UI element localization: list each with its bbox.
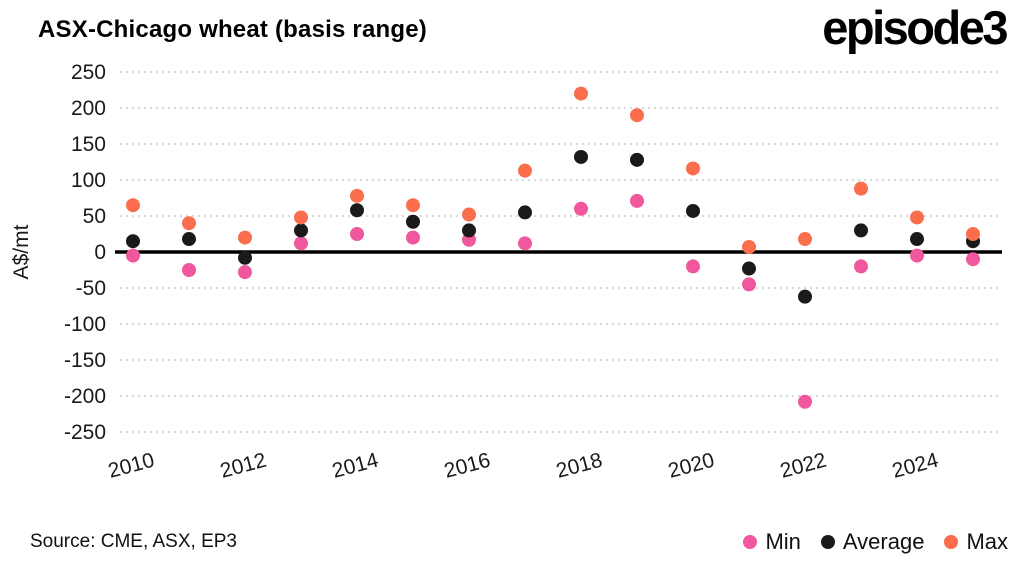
legend-item-average[interactable]: Average xyxy=(820,529,925,555)
point-average[interactable] xyxy=(686,203,700,218)
point-average[interactable] xyxy=(238,250,252,265)
min-dot-icon xyxy=(743,535,758,549)
point-max[interactable] xyxy=(966,227,980,241)
point-max[interactable] xyxy=(350,188,364,203)
point-min[interactable] xyxy=(742,277,756,292)
average-dot-icon xyxy=(820,535,835,549)
legend-item-max[interactable]: Max xyxy=(944,529,1008,555)
y-tick-label: -250 xyxy=(64,421,106,444)
point-max[interactable] xyxy=(742,239,756,254)
point-average[interactable] xyxy=(574,149,588,164)
y-axis-label: A$/mt xyxy=(10,224,33,279)
point-average[interactable] xyxy=(798,289,812,304)
legend-label-min: Min xyxy=(765,529,801,554)
point-max[interactable] xyxy=(238,230,252,245)
point-min[interactable] xyxy=(182,263,196,277)
point-average[interactable] xyxy=(462,223,476,238)
y-tick-label: -100 xyxy=(64,313,106,336)
point-max[interactable] xyxy=(406,198,420,213)
legend-label-max: Max xyxy=(966,529,1008,554)
x-tick-label: 2012 xyxy=(218,449,269,483)
point-min[interactable] xyxy=(966,252,980,267)
y-tick-label: -200 xyxy=(64,385,106,408)
point-average[interactable] xyxy=(350,203,364,218)
chart-title: ASX-Chicago wheat (basis range) xyxy=(38,16,427,43)
point-max[interactable] xyxy=(462,207,476,222)
x-tick-label: 2022 xyxy=(778,449,829,483)
y-tick-label: 150 xyxy=(71,133,106,156)
point-max[interactable] xyxy=(686,161,700,176)
point-max[interactable] xyxy=(630,108,644,123)
x-tick-label: 2014 xyxy=(330,448,381,482)
point-average[interactable] xyxy=(854,223,868,238)
point-max[interactable] xyxy=(518,163,532,178)
point-min[interactable] xyxy=(798,394,812,409)
x-tick-label: 2018 xyxy=(554,449,605,483)
point-max[interactable] xyxy=(910,210,924,225)
point-max[interactable] xyxy=(182,216,196,231)
y-tick-label: -150 xyxy=(64,349,106,372)
point-min[interactable] xyxy=(350,227,364,241)
point-min[interactable] xyxy=(238,265,252,280)
legend-item-min[interactable]: Min xyxy=(743,529,801,555)
point-min[interactable] xyxy=(854,259,868,274)
point-max[interactable] xyxy=(854,181,868,196)
legend-label-average: Average xyxy=(842,529,925,554)
legend: Min Average Max xyxy=(743,529,1008,555)
point-max[interactable] xyxy=(126,198,140,213)
x-tick-label: 2024 xyxy=(890,448,941,482)
x-tick-label: 2020 xyxy=(666,449,717,483)
point-average[interactable] xyxy=(182,232,196,247)
point-max[interactable] xyxy=(574,86,588,101)
point-average[interactable] xyxy=(406,214,420,229)
point-average[interactable] xyxy=(910,232,924,247)
point-min[interactable] xyxy=(126,248,140,263)
y-tick-label: 0 xyxy=(94,241,106,264)
y-tick-label: 250 xyxy=(71,61,106,84)
point-min[interactable] xyxy=(406,230,420,245)
point-average[interactable] xyxy=(294,223,308,238)
point-average[interactable] xyxy=(742,261,756,276)
y-tick-label: 100 xyxy=(71,169,106,192)
max-dot-icon xyxy=(944,535,959,549)
point-min[interactable] xyxy=(630,193,644,208)
point-average[interactable] xyxy=(630,152,644,167)
point-max[interactable] xyxy=(294,210,308,225)
point-max[interactable] xyxy=(798,232,812,247)
chart-canvas: -250 -200 -150 -100 -50 0 50 100 150 200 250 A$/mt 2… xyxy=(10,61,1002,483)
y-tick-label: 50 xyxy=(83,205,106,228)
y-tick-label: -50 xyxy=(76,277,106,300)
point-min[interactable] xyxy=(686,259,700,274)
point-average[interactable] xyxy=(126,234,140,249)
point-average[interactable] xyxy=(518,205,532,220)
y-tick-label: 200 xyxy=(71,97,106,120)
point-min[interactable] xyxy=(518,236,532,251)
x-tick-label: 2016 xyxy=(442,449,493,483)
point-min[interactable] xyxy=(574,201,588,216)
source-note: Source: CME, ASX, EP3 xyxy=(30,531,237,552)
point-min[interactable] xyxy=(294,236,308,251)
x-tick-label: 2010 xyxy=(106,449,157,483)
point-min[interactable] xyxy=(910,248,924,263)
episode3-logo: episode3 xyxy=(822,1,1008,54)
